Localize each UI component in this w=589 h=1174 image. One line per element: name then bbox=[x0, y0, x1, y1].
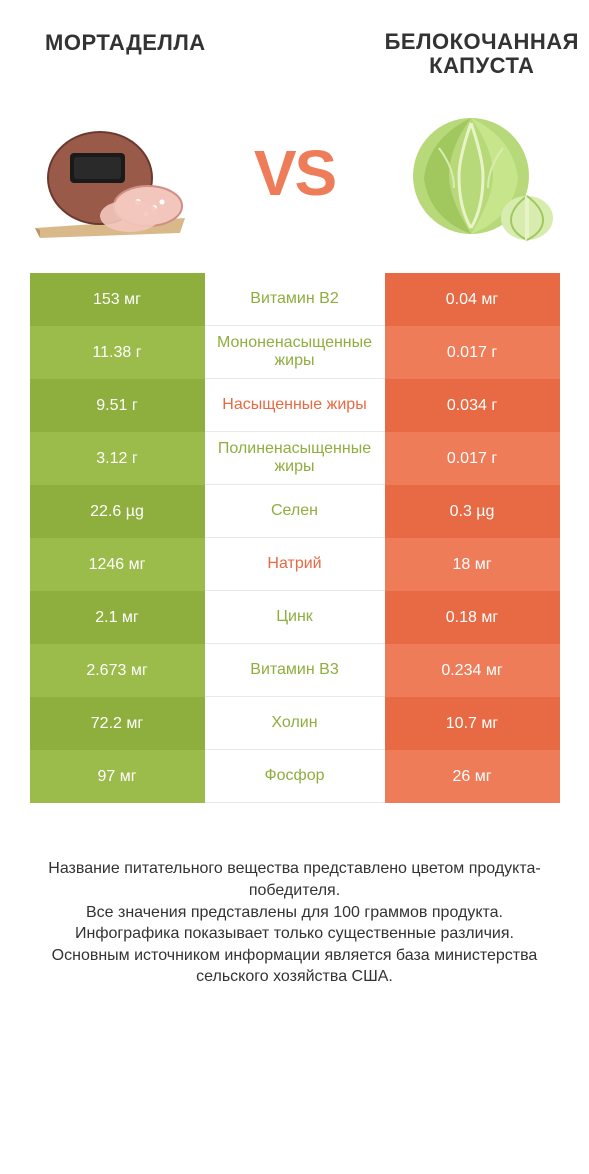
value-left: 2.1 мг bbox=[30, 591, 205, 644]
mortadella-image bbox=[30, 98, 190, 248]
nutrient-name: Витамин B3 bbox=[205, 644, 385, 697]
images-row: VS bbox=[0, 88, 589, 273]
table-row: 72.2 мгХолин10.7 мг bbox=[30, 697, 560, 750]
footer-text: Название питательного вещества представл… bbox=[30, 858, 560, 988]
nutrient-name: Мононенасыщенные жиры bbox=[205, 326, 385, 379]
value-right: 0.017 г bbox=[385, 432, 560, 485]
product-title-right-line1: БЕЛОКОЧАННАЯ bbox=[385, 30, 579, 54]
footer-line-3: Инфографика показывает только существенн… bbox=[30, 923, 560, 945]
value-right: 10.7 мг bbox=[385, 697, 560, 750]
nutrient-name: Селен bbox=[205, 485, 385, 538]
footer-line-4: Основным источником информации является … bbox=[30, 945, 560, 988]
nutrient-name: Витамин B2 bbox=[205, 273, 385, 326]
value-right: 0.017 г bbox=[385, 326, 560, 379]
nutrient-name: Фосфор bbox=[205, 750, 385, 803]
nutrient-name: Полиненасыщенные жиры bbox=[205, 432, 385, 485]
value-right: 0.18 мг bbox=[385, 591, 560, 644]
footer-line-2: Все значения представлены для 100 граммо… bbox=[30, 902, 560, 924]
value-right: 18 мг bbox=[385, 538, 560, 591]
table-row: 2.673 мгВитамин B30.234 мг bbox=[30, 644, 560, 697]
footer-line-1: Название питательного вещества представл… bbox=[30, 858, 560, 901]
product-title-right: БЕЛОКОЧАННАЯ КАПУСТА bbox=[385, 30, 579, 78]
cabbage-image bbox=[399, 98, 559, 248]
value-left: 153 мг bbox=[30, 273, 205, 326]
nutrient-name: Цинк bbox=[205, 591, 385, 644]
comparison-table: 153 мгВитамин B20.04 мг11.38 гМононенасы… bbox=[30, 273, 560, 803]
value-right: 0.3 µg bbox=[385, 485, 560, 538]
value-left: 2.673 мг bbox=[30, 644, 205, 697]
table-row: 153 мгВитамин B20.04 мг bbox=[30, 273, 560, 326]
nutrient-name: Насыщенные жиры bbox=[205, 379, 385, 432]
value-left: 11.38 г bbox=[30, 326, 205, 379]
table-row: 2.1 мгЦинк0.18 мг bbox=[30, 591, 560, 644]
product-title-left: МОРТАДЕЛЛА bbox=[45, 30, 206, 56]
value-right: 0.234 мг bbox=[385, 644, 560, 697]
table-row: 9.51 гНасыщенные жиры0.034 г bbox=[30, 379, 560, 432]
value-left: 97 мг bbox=[30, 750, 205, 803]
table-row: 97 мгФосфор26 мг bbox=[30, 750, 560, 803]
table-row: 1246 мгНатрий18 мг bbox=[30, 538, 560, 591]
value-left: 22.6 µg bbox=[30, 485, 205, 538]
table-row: 22.6 µgСелен0.3 µg bbox=[30, 485, 560, 538]
value-left: 3.12 г bbox=[30, 432, 205, 485]
header: МОРТАДЕЛЛА БЕЛОКОЧАННАЯ КАПУСТА bbox=[0, 0, 589, 88]
value-right: 0.04 мг bbox=[385, 273, 560, 326]
nutrient-name: Холин bbox=[205, 697, 385, 750]
value-left: 72.2 мг bbox=[30, 697, 205, 750]
vs-label: VS bbox=[254, 136, 335, 210]
table-row: 11.38 гМононенасыщенные жиры0.017 г bbox=[30, 326, 560, 379]
product-title-right-line2: КАПУСТА bbox=[385, 54, 579, 78]
value-left: 1246 мг bbox=[30, 538, 205, 591]
table-row: 3.12 гПолиненасыщенные жиры0.017 г bbox=[30, 432, 560, 485]
value-right: 0.034 г bbox=[385, 379, 560, 432]
value-right: 26 мг bbox=[385, 750, 560, 803]
nutrient-name: Натрий bbox=[205, 538, 385, 591]
value-left: 9.51 г bbox=[30, 379, 205, 432]
